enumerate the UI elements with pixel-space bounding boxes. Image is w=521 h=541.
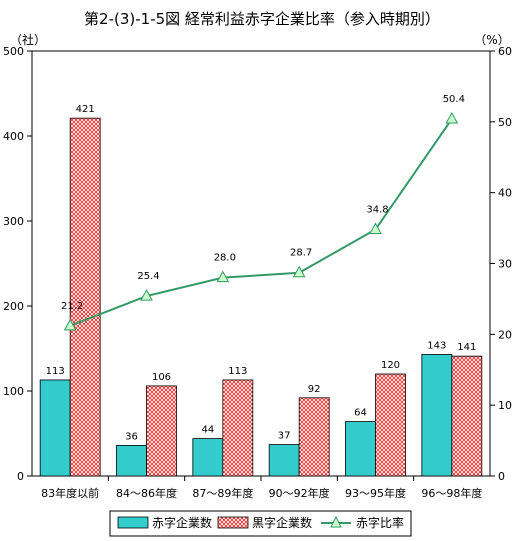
- y-left-tick-label-3: 300: [3, 215, 24, 228]
- ratio-marker-3: [292, 265, 306, 278]
- bar-deficit-label-5: 143: [427, 340, 446, 351]
- x-tick-label-4: 93～95年度: [345, 486, 406, 500]
- ratio-marker-0: [63, 318, 77, 331]
- bar-deficit-1: [116, 444, 147, 477]
- y-right-tick-label-4: 40: [498, 187, 512, 200]
- legend-label-surplus: 黒字企業数: [252, 515, 312, 530]
- bar-surplus-label-3: 92: [308, 384, 321, 395]
- y-left-tick-label-2: 200: [3, 300, 24, 313]
- bar-deficit-label-1: 36: [125, 431, 138, 442]
- bar-surplus-4: [375, 373, 406, 477]
- bar-deficit-label-4: 64: [354, 408, 367, 419]
- y-left-tick-label-5: 500: [3, 45, 24, 58]
- y-right-tick-label-1: 10: [498, 399, 512, 412]
- legend-swatch-deficit: [117, 516, 149, 529]
- x-tick-label-2: 87～89年度: [192, 486, 253, 500]
- ratio-line: [69, 118, 453, 327]
- bar-surplus-0: [69, 117, 101, 477]
- x-tick-label-0: 83年度以前: [41, 486, 99, 500]
- y-right-tick-label-3: 30: [498, 258, 512, 271]
- ratio-label-2: 28.0: [214, 253, 236, 264]
- x-tick-label-5: 96～98年度: [421, 486, 482, 500]
- bar-surplus-label-1: 106: [152, 372, 171, 383]
- x-tick-label-3: 90～92年度: [269, 486, 330, 500]
- plot-area: [31, 50, 491, 477]
- ratio-marker-2: [216, 270, 230, 283]
- legend-label-deficit: 赤字企業数: [152, 515, 212, 530]
- y-left-tick-label-4: 400: [3, 130, 24, 143]
- legend-box: [109, 510, 412, 537]
- bar-surplus-2: [222, 379, 254, 477]
- bar-surplus-1: [146, 385, 177, 477]
- legend-swatch-surplus: [217, 516, 249, 529]
- bar-surplus-5: [451, 355, 483, 477]
- bar-deficit-0: [39, 379, 71, 477]
- y-right-tick-label-2: 20: [498, 328, 512, 341]
- bar-deficit-label-3: 37: [278, 431, 291, 442]
- bar-surplus-3: [298, 397, 330, 477]
- bar-deficit-3: [268, 444, 300, 477]
- ratio-marker-4: [369, 222, 382, 234]
- ratio-marker-5: [445, 111, 459, 124]
- ratio-label-4: 34.8: [366, 205, 388, 216]
- left-axis-unit: （社）: [10, 32, 46, 47]
- bar-surplus-label-4: 120: [381, 360, 400, 371]
- bar-deficit-4: [345, 421, 376, 477]
- y-right-tick-label-6: 60: [498, 45, 512, 58]
- y-left-tick-label-1: 100: [3, 385, 24, 398]
- bar-deficit-2: [192, 438, 224, 477]
- bar-deficit-label-0: 113: [46, 366, 65, 377]
- ratio-label-1: 25.4: [137, 271, 159, 282]
- chart-title: 第2-(3)-1-5図 経常利益赤字企業比率（参入時期別）: [84, 10, 440, 28]
- ratio-label-5: 50.4: [443, 94, 465, 105]
- ratio-label-0: 21.2: [61, 301, 83, 312]
- legend-marker-ratio: [330, 515, 342, 528]
- bar-surplus-label-0: 421: [76, 104, 95, 115]
- bar-deficit-label-2: 44: [201, 425, 214, 436]
- right-axis-unit: （%）: [474, 33, 509, 47]
- y-left-tick-label-0: 0: [17, 470, 24, 483]
- legend-label-ratio: 赤字比率: [356, 515, 404, 530]
- y-right-tick-label-0: 0: [498, 470, 505, 483]
- ratio-marker-1: [140, 289, 153, 301]
- ratio-label-3: 28.7: [290, 248, 312, 259]
- bar-surplus-label-2: 113: [228, 366, 247, 377]
- x-tick-label-1: 84～86年度: [116, 486, 177, 500]
- bar-deficit-5: [421, 354, 453, 477]
- y-right-tick-label-5: 50: [498, 116, 512, 129]
- bar-surplus-label-5: 141: [457, 342, 476, 353]
